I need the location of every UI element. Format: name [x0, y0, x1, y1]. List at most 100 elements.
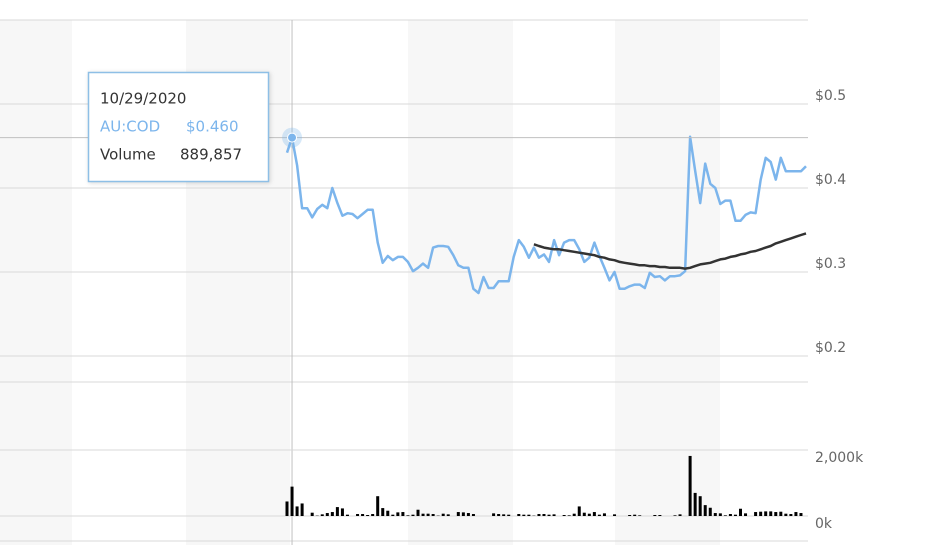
- volume-bar: [416, 509, 420, 516]
- volume-bar: [461, 512, 465, 516]
- volume-bar: [673, 515, 677, 516]
- volume-bar: [441, 513, 445, 516]
- volume-bar: [613, 514, 617, 516]
- volume-bar: [744, 513, 748, 516]
- y-tick-label: $0.3: [815, 256, 846, 272]
- volume-bar: [799, 513, 803, 516]
- volume-bar: [345, 514, 349, 516]
- volume-bar: [567, 515, 571, 516]
- volume-bar: [411, 514, 415, 516]
- volume-bar: [713, 513, 717, 516]
- volume-bar: [628, 515, 632, 516]
- volume-bar: [552, 514, 556, 516]
- volume-bar: [723, 515, 727, 516]
- volume-bar: [678, 514, 682, 516]
- tooltip-date: 10/29/2020: [100, 90, 186, 108]
- volume-bar: [406, 515, 410, 516]
- volume-bar: [502, 514, 506, 516]
- stripe: [615, 20, 720, 545]
- volume-bar: [426, 513, 430, 516]
- tooltip-series: AU:COD: [100, 118, 160, 136]
- volume-bar: [285, 501, 289, 516]
- volume-bar: [361, 514, 365, 516]
- volume-bar: [774, 512, 778, 516]
- stripe: [0, 20, 72, 545]
- volume-bar: [290, 486, 294, 516]
- volume-bar: [456, 512, 460, 516]
- volume-bar: [602, 513, 606, 516]
- volume-bar: [759, 511, 763, 516]
- volume-bar: [376, 496, 380, 516]
- volume-bar: [769, 511, 773, 516]
- y-tick-label: 0k: [815, 516, 833, 532]
- y-tick-label: $0.4: [815, 172, 846, 188]
- volume-bar: [366, 515, 370, 516]
- volume-bar: [492, 513, 496, 516]
- volume-bar: [471, 514, 475, 516]
- volume-bar: [507, 514, 511, 516]
- volume-bar: [592, 512, 596, 516]
- tooltip-box: [87, 71, 270, 183]
- volume-bar: [597, 514, 601, 516]
- volume-bar: [764, 511, 768, 516]
- volume-bar: [728, 514, 732, 516]
- volume-bar: [794, 512, 798, 516]
- volume-bar: [401, 512, 405, 516]
- y-tick-label: 2,000k: [815, 450, 864, 466]
- volume-bar: [577, 506, 581, 516]
- volume-bar: [386, 510, 390, 516]
- volume-bar: [522, 514, 526, 516]
- volume-bar: [421, 513, 425, 516]
- volume-bar: [653, 515, 657, 516]
- volume-bar: [466, 513, 470, 516]
- tooltip: 10/29/2020 AU:COD $0.460 Volume 889,857: [87, 71, 270, 183]
- volume-bar: [325, 513, 329, 516]
- volume-bar: [733, 514, 737, 516]
- y-tick-label: $0.5: [815, 88, 846, 104]
- volume-bar: [497, 514, 501, 516]
- volume-bar: [779, 511, 783, 516]
- tooltip-volume-label: Volume: [100, 146, 156, 164]
- volume-bar: [527, 514, 531, 516]
- volume-bar: [446, 514, 450, 516]
- volume-bar: [330, 512, 334, 516]
- volume-bar: [391, 514, 395, 516]
- tooltip-price: $0.460: [186, 118, 239, 136]
- hover-point: [287, 132, 298, 143]
- volume-bar: [562, 515, 566, 516]
- volume-bar: [658, 515, 662, 516]
- volume-bar: [754, 512, 758, 516]
- volume-bar: [431, 514, 435, 516]
- volume-bar: [587, 513, 591, 516]
- volume-bar: [738, 508, 742, 516]
- volume-bar: [371, 514, 375, 516]
- tooltip-volume: 889,857: [180, 146, 242, 164]
- volume-bar: [517, 514, 521, 516]
- volume-bar: [537, 514, 541, 516]
- volume-bar: [542, 514, 546, 516]
- volume-bar: [708, 507, 712, 516]
- price-line: [285, 135, 807, 295]
- volume-bar: [718, 513, 722, 516]
- volume-bar: [784, 513, 788, 516]
- volume-bar: [547, 514, 551, 516]
- volume-bar: [789, 514, 793, 516]
- y-tick-label: $0.2: [815, 340, 846, 356]
- volume-bar: [693, 492, 697, 516]
- volume-bar: [300, 503, 304, 516]
- volume-bar: [633, 514, 637, 516]
- moving-average-line: [533, 232, 807, 270]
- band-stripes: [0, 20, 720, 545]
- volume-bar: [295, 506, 299, 516]
- volume-bar: [320, 514, 324, 516]
- volume-bar: [572, 513, 576, 516]
- volume-bar: [396, 512, 400, 516]
- volume-bar: [340, 508, 344, 516]
- volume-bar: [381, 508, 385, 516]
- volume-bar: [688, 455, 692, 516]
- stripe: [408, 20, 513, 545]
- volume-bar: [335, 507, 339, 516]
- volume-bar: [356, 514, 360, 516]
